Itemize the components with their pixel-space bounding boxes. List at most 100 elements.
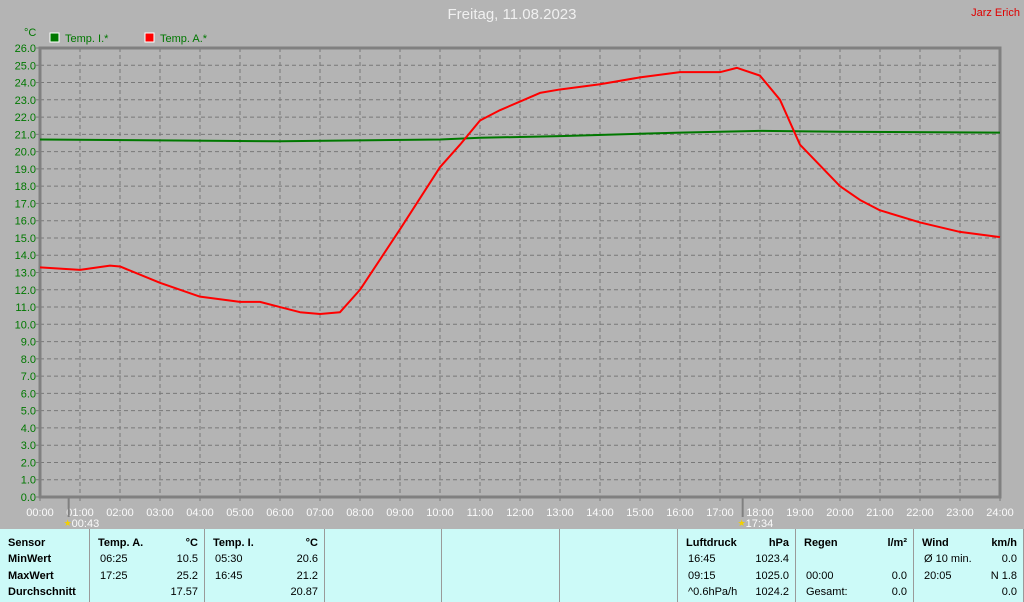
- x-tick-label: 24:00: [986, 507, 1014, 519]
- x-tick-label: 05:00: [226, 507, 254, 519]
- table-cell: Ø 10 min.: [924, 553, 972, 565]
- table-cell: l/m²: [887, 537, 907, 549]
- x-tick-label: 18:00: [746, 507, 774, 519]
- x-tick-label: 02:00: [106, 507, 134, 519]
- y-tick-label: 11.0: [15, 302, 36, 314]
- x-tick-label: 07:00: [306, 507, 334, 519]
- marker-label: 17:34: [746, 518, 774, 529]
- table-column: [560, 529, 678, 602]
- table-cell: MaxWert: [8, 569, 54, 582]
- table-cell: 1024.2: [755, 586, 789, 598]
- y-tick-label: 18.0: [15, 181, 36, 193]
- table-cell: 20.6: [296, 553, 318, 565]
- x-tick-label: 08:00: [346, 507, 374, 519]
- legend-label: Temp. A.*: [160, 33, 208, 45]
- table-cell: MinWert: [8, 553, 52, 565]
- y-tick-label: 9.0: [21, 337, 36, 349]
- y-tick-label: 23.0: [15, 95, 36, 107]
- table-cell: Gesamt:: [806, 586, 848, 598]
- marker-icon: ★: [738, 518, 746, 528]
- author-label: Jarz Erich: [971, 7, 1020, 19]
- y-tick-label: 21.0: [15, 129, 36, 141]
- table-cell: km/h: [991, 537, 1017, 549]
- y-tick-label: 17.0: [15, 198, 36, 210]
- table-column: Temp. A. °C 06:25 10.5 17:25 25.2 17.57: [90, 529, 205, 602]
- table-column: Regen l/m² 00:00 0.0 Gesamt: 0.0: [796, 529, 914, 602]
- y-tick-label: 15.0: [15, 233, 36, 245]
- y-tick-label: 14.0: [15, 250, 36, 262]
- table-cell: Durchschnitt: [8, 586, 76, 598]
- series-line-0: [39, 129, 1001, 143]
- y-tick-label: 13.0: [15, 268, 36, 280]
- x-tick-label: 21:00: [866, 507, 894, 519]
- table-cell: 09:15: [688, 569, 716, 582]
- y-tick-label: 24.0: [15, 78, 36, 90]
- y-tick-label: 8.0: [21, 354, 36, 366]
- chart-title: Freitag, 11.08.2023: [447, 6, 577, 23]
- table-cell: 0.0: [891, 569, 907, 582]
- marker-label: 00:43: [72, 518, 100, 529]
- table-cell: 20.87: [290, 586, 318, 598]
- x-tick-label: 03:00: [146, 507, 174, 519]
- legend-swatch: [144, 32, 155, 43]
- table-cell: 0.0: [891, 586, 907, 598]
- y-tick-label: 20.0: [15, 147, 36, 159]
- table-column: Temp. I. °C 05:30 20.6 16:45 21.2 20.87: [205, 529, 325, 602]
- y-axis-unit: °C: [24, 27, 36, 39]
- y-tick-label: 5.0: [21, 406, 36, 418]
- table-cell: 0.0: [1001, 553, 1017, 565]
- table-cell: N 1.8: [990, 569, 1017, 582]
- x-tick-label: 10:00: [426, 507, 454, 519]
- y-tick-label: 7.0: [21, 371, 36, 383]
- y-tick-label: 4.0: [21, 423, 36, 435]
- x-tick-label: 22:00: [906, 507, 934, 519]
- x-tick-label: 04:00: [186, 507, 214, 519]
- x-tick-label: 16:00: [666, 507, 694, 519]
- table-cell: 10.5: [176, 553, 198, 565]
- x-tick-label: 09:00: [386, 507, 414, 519]
- table-cell: 16:45: [215, 569, 243, 582]
- table-cell: °C: [185, 537, 198, 549]
- table-cell: 16:45: [688, 553, 716, 565]
- y-tick-label: 0.0: [21, 492, 36, 504]
- x-tick-label: 11:00: [467, 507, 494, 519]
- table-cell: 21.2: [296, 569, 318, 582]
- table-cell: Luftdruck: [686, 537, 737, 549]
- y-tick-label: 6.0: [21, 388, 36, 400]
- table-cell: 17.57: [170, 586, 198, 598]
- table-cell: Temp. A.: [98, 537, 144, 549]
- table-column: Luftdruck hPa 16:45 1023.4 09:15 1025.0 ^0.6hP…: [678, 529, 796, 602]
- y-tick-label: 2.0: [21, 457, 36, 469]
- table-column: [442, 529, 560, 602]
- x-tick-label: 20:00: [826, 507, 854, 519]
- x-tick-label: 01:00: [66, 507, 94, 519]
- table-cell: 1023.4: [755, 553, 789, 565]
- x-tick-label: 00:00: [26, 507, 54, 519]
- x-tick-label: 19:00: [786, 507, 814, 519]
- table-cell: Wind: [922, 537, 949, 549]
- x-tick-label: 14:00: [586, 507, 614, 519]
- table-cell: hPa: [768, 537, 789, 549]
- stats-panel: Sensor MinWert MaxWert Durchschnitt Temp. A.…: [0, 529, 1024, 602]
- marker-icon: ★: [64, 518, 72, 528]
- table-cell: 05:30: [215, 553, 243, 565]
- x-tick-label: 06:00: [266, 507, 294, 519]
- table-column: [325, 529, 442, 602]
- table-column: Sensor MinWert MaxWert Durchschnitt: [0, 529, 90, 602]
- y-tick-label: 25.0: [15, 60, 36, 72]
- x-tick-label: 12:00: [506, 507, 534, 519]
- temperature-chart: 0.0 1.0 2.0 3.0 4.0 5.0 6.0 7.0 8.0 9.0 10.0 11.0 12…: [15, 27, 1014, 529]
- legend-label: Temp. I.*: [65, 33, 109, 45]
- y-tick-label: 16.0: [15, 216, 36, 228]
- x-tick-label: 15:00: [626, 507, 654, 519]
- table-cell: °C: [305, 537, 318, 549]
- plot-frame: [38, 46, 1002, 499]
- table-column: Wind km/h Ø 10 min. 0.0 20:05 N 1.8 0.0: [914, 529, 1024, 602]
- y-tick-label: 10.0: [15, 319, 36, 331]
- y-tick-label: 26.0: [15, 43, 36, 55]
- y-tick-label: 12.0: [15, 285, 36, 297]
- table-cell: Temp. I.: [213, 537, 254, 549]
- table-cell: 1025.0: [755, 569, 789, 582]
- table-cell: Sensor: [8, 537, 46, 549]
- table-cell: 25.2: [176, 569, 198, 582]
